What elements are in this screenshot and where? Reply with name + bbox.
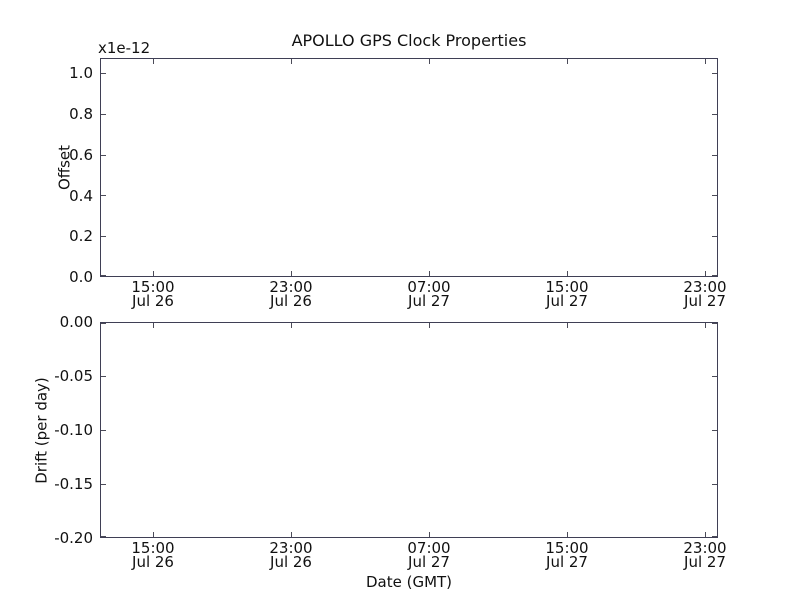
chart-title: APOLLO GPS Clock Properties [291, 31, 527, 50]
y-tick-label: -0.15 [54, 475, 93, 493]
x-tick-time: 15:00 [545, 539, 589, 557]
y-tick-mark [712, 155, 717, 156]
x-tick-mark [567, 59, 568, 64]
x-tick-label: 15:00 Jul 27 [519, 278, 615, 310]
y-tick-mark [712, 536, 717, 537]
x-tick-date: Jul 26 [132, 292, 174, 310]
x-tick-time: 15:00 [131, 278, 175, 296]
y-tick-label: 0.6 [69, 146, 93, 164]
x-tick-mark [567, 532, 568, 537]
x-tick-time: 23:00 [269, 539, 313, 557]
y-tick-mark [101, 536, 106, 537]
x-tick-mark [153, 59, 154, 64]
y-tick-mark [101, 236, 106, 237]
x-tick-date: Jul 27 [684, 553, 726, 571]
x-tick-time: 23:00 [269, 278, 313, 296]
x-tick-mark [705, 532, 706, 537]
x-tick-label: 15:00 Jul 26 [105, 539, 201, 571]
x-tick-mark [567, 271, 568, 276]
x-tick-mark [153, 271, 154, 276]
y-tick-mark [101, 430, 106, 431]
x-axis-label: Date (GMT) [365, 573, 453, 591]
y-tick-mark [101, 275, 106, 276]
x-tick-mark [705, 271, 706, 276]
x-tick-label: 07:00 Jul 27 [381, 278, 477, 310]
x-tick-mark [291, 271, 292, 276]
y-tick-label: 0.4 [69, 187, 93, 205]
x-tick-label: 23:00 Jul 27 [657, 278, 753, 310]
x-tick-mark [429, 323, 430, 328]
x-tick-time: 23:00 [683, 539, 727, 557]
x-tick-date: Jul 26 [270, 292, 312, 310]
x-tick-mark [153, 532, 154, 537]
x-tick-time: 15:00 [545, 278, 589, 296]
x-tick-date: Jul 27 [408, 292, 450, 310]
y-tick-label: 0.00 [59, 313, 93, 331]
x-tick-time: 15:00 [131, 539, 175, 557]
y-tick-mark [712, 376, 717, 377]
x-tick-time: 23:00 [683, 278, 727, 296]
x-tick-mark [705, 323, 706, 328]
y-tick-mark [101, 73, 106, 74]
y-tick-label: 0.8 [69, 105, 93, 123]
x-tick-mark [429, 532, 430, 537]
x-tick-date: Jul 26 [270, 553, 312, 571]
x-tick-mark [291, 323, 292, 328]
x-tick-date: Jul 27 [546, 553, 588, 571]
y-tick-label: 0.2 [69, 227, 93, 245]
y-tick-mark [101, 155, 106, 156]
drift-plot-area [100, 322, 718, 538]
x-tick-mark [429, 59, 430, 64]
x-tick-mark [429, 271, 430, 276]
x-tick-date: Jul 27 [408, 553, 450, 571]
y-tick-mark [712, 114, 717, 115]
y-tick-mark [101, 114, 106, 115]
x-tick-time: 07:00 [407, 539, 451, 557]
y-tick-mark [101, 484, 106, 485]
x-tick-time: 07:00 [407, 278, 451, 296]
y-tick-mark [712, 73, 717, 74]
x-tick-label: 07:00 Jul 27 [381, 539, 477, 571]
y-tick-mark [712, 323, 717, 324]
x-tick-mark [153, 323, 154, 328]
y-tick-label: -0.10 [54, 421, 93, 439]
x-tick-label: 15:00 Jul 27 [519, 539, 615, 571]
x-tick-label: 23:00 Jul 26 [243, 539, 339, 571]
offset-plot-area [100, 58, 718, 277]
y-axis-offset-multiplier: x1e-12 [98, 39, 151, 57]
y-tick-label: 0.0 [69, 268, 93, 286]
x-tick-label: 23:00 Jul 27 [657, 539, 753, 571]
y-tick-mark [712, 275, 717, 276]
y-tick-mark [101, 323, 106, 324]
y-tick-mark [101, 376, 106, 377]
x-tick-label: 23:00 Jul 26 [243, 278, 339, 310]
x-tick-mark [705, 59, 706, 64]
x-tick-mark [291, 532, 292, 537]
x-tick-mark [567, 323, 568, 328]
y-tick-label: 1.0 [69, 64, 93, 82]
x-tick-mark [291, 59, 292, 64]
x-tick-date: Jul 27 [684, 292, 726, 310]
y-tick-mark [712, 484, 717, 485]
x-tick-date: Jul 27 [546, 292, 588, 310]
x-tick-label: 15:00 Jul 26 [105, 278, 201, 310]
y-tick-label: -0.05 [54, 367, 93, 385]
y-tick-mark [712, 195, 717, 196]
y-tick-mark [712, 236, 717, 237]
y-tick-label: -0.20 [54, 529, 93, 547]
y-tick-mark [712, 430, 717, 431]
x-tick-date: Jul 26 [132, 553, 174, 571]
y-tick-mark [101, 195, 106, 196]
